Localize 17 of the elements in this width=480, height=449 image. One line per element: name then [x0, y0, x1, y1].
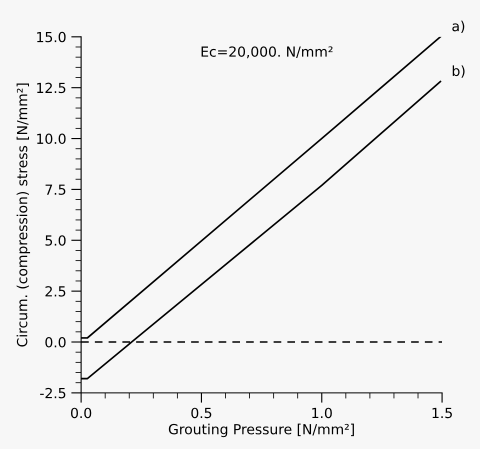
y-tick-label: 10.0	[37, 134, 66, 144]
y-tick-label: 7.5	[46, 184, 66, 195]
annotation: Ec=20,000. N/mm²	[202, 46, 333, 58]
x-tick-label: 0.0	[70, 408, 92, 418]
y-tick-label: 5.0	[46, 235, 66, 246]
x-tick-label: 1.0	[312, 408, 332, 418]
y-tick-label: 15.0	[37, 32, 66, 42]
y-tick-label: 12.5	[37, 82, 66, 94]
series-label: b)	[452, 65, 465, 78]
y-tick-label: -2.5	[40, 388, 66, 398]
y-axis-title: Circum. (compression) stress [N/mm²]	[16, 83, 30, 347]
series-label: a)	[452, 20, 464, 33]
x-axis-title: Grouting Pressure [N/mm²]	[168, 424, 354, 438]
y-tick-label: 2.5	[45, 286, 66, 297]
x-tick-label: 1.5	[432, 408, 452, 418]
x-tick-label: 0.5	[191, 408, 212, 418]
y-tick-label: 0.0	[45, 336, 66, 348]
